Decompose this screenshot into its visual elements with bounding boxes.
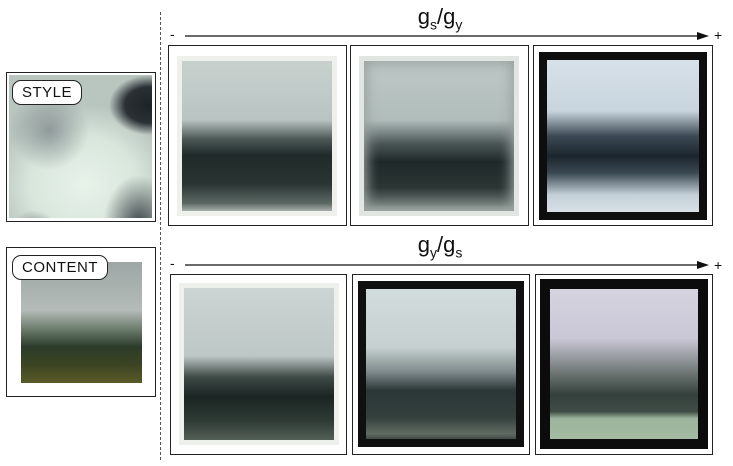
result-bottom-2 bbox=[352, 274, 530, 455]
content-image bbox=[21, 262, 142, 383]
top-axis-title: gs/gy bbox=[380, 4, 500, 32]
result-top-1 bbox=[168, 45, 347, 226]
result-bottom-1 bbox=[170, 274, 347, 455]
bottom-axis-plus: + bbox=[714, 257, 723, 273]
bottom-axis-sub1: y bbox=[429, 244, 437, 261]
section-divider bbox=[160, 12, 161, 460]
bottom-axis-title: gy/gs bbox=[380, 232, 500, 260]
result-top-2 bbox=[350, 45, 529, 226]
top-axis-g2: g bbox=[443, 4, 456, 29]
bottom-axis-slash: / bbox=[436, 232, 444, 257]
bottom-axis-g2: g bbox=[443, 232, 456, 257]
top-axis-arrow bbox=[185, 32, 709, 40]
bottom-axis-arrow bbox=[185, 261, 709, 269]
result-top-3-image bbox=[539, 52, 707, 220]
content-image-frame bbox=[6, 247, 156, 397]
top-axis-sub2: y bbox=[455, 16, 463, 33]
result-bottom-1-image bbox=[179, 283, 339, 445]
result-top-2-image bbox=[359, 56, 519, 216]
bottom-axis-minus: - bbox=[170, 255, 175, 271]
top-axis-sub1: s bbox=[429, 16, 437, 33]
result-bottom-3-image bbox=[540, 279, 708, 449]
top-axis-g1: g bbox=[417, 4, 430, 29]
bottom-axis-sub2: s bbox=[455, 244, 463, 261]
top-axis-slash: / bbox=[436, 4, 444, 29]
content-label: CONTENT bbox=[12, 255, 108, 280]
result-top-3 bbox=[533, 45, 713, 226]
result-bottom-3 bbox=[535, 274, 713, 455]
top-axis-minus: - bbox=[170, 26, 175, 42]
result-bottom-2-image bbox=[358, 281, 524, 447]
result-top-1-image bbox=[177, 56, 337, 216]
bottom-axis-g1: g bbox=[417, 232, 430, 257]
top-axis-plus: + bbox=[714, 27, 723, 43]
style-label: STYLE bbox=[12, 80, 83, 105]
